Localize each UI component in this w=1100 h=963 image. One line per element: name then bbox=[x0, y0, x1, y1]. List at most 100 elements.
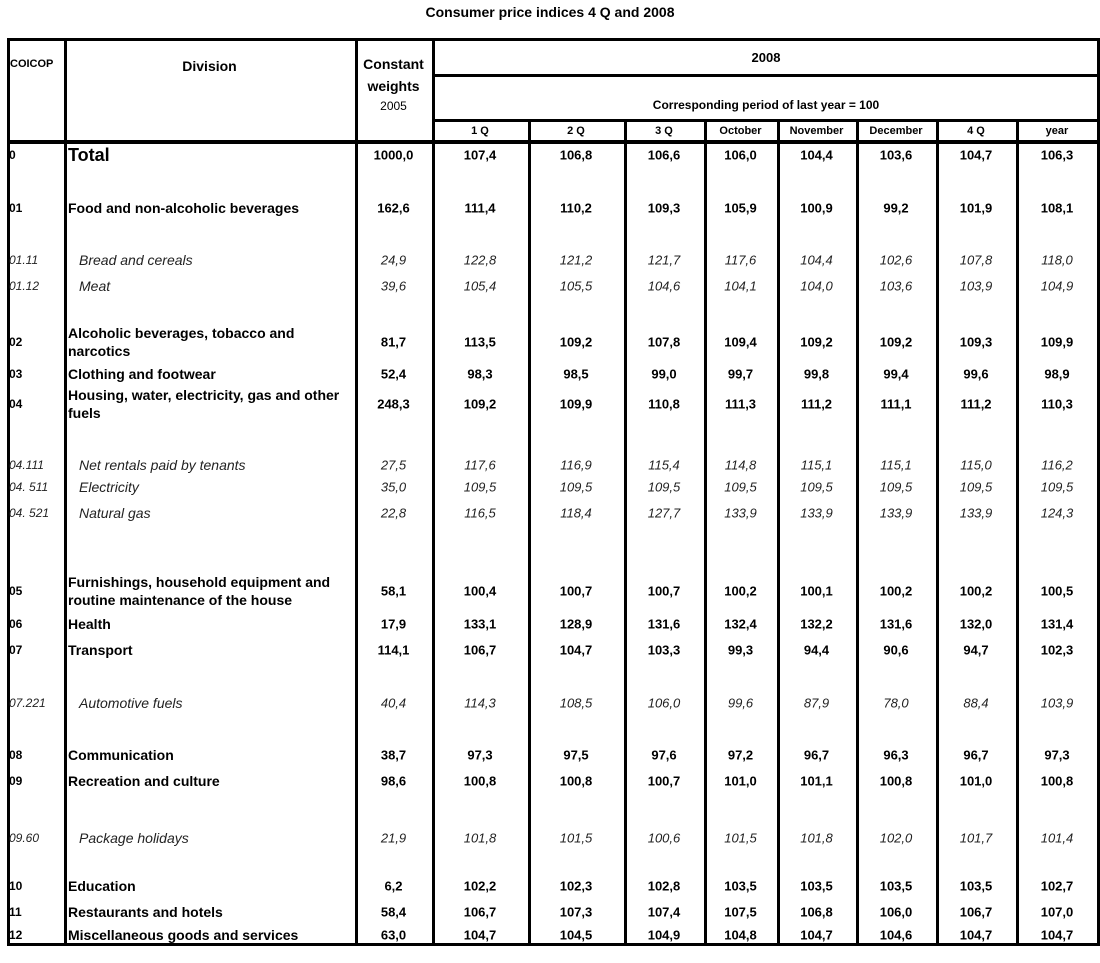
row-value: 99,6 bbox=[727, 695, 754, 711]
row-value: 131,4 bbox=[1040, 616, 1074, 632]
row-value: 109,4 bbox=[724, 334, 757, 350]
row-value: 103,5 bbox=[800, 878, 833, 894]
row-value: 117,6 bbox=[724, 252, 757, 268]
row-value: 102,8 bbox=[647, 878, 681, 894]
row-value: 104,7 bbox=[959, 147, 993, 163]
row-division: Recreation and culture bbox=[68, 773, 220, 789]
row-value: 100,8 bbox=[879, 773, 913, 789]
row-value: 100,9 bbox=[800, 200, 833, 216]
row-value: 101,5 bbox=[724, 830, 757, 846]
header-weights-2: weights bbox=[367, 78, 420, 94]
row-value: 107,8 bbox=[647, 334, 681, 350]
row-value: 109,5 bbox=[1040, 479, 1074, 495]
row-value: 109,5 bbox=[959, 479, 993, 495]
row-code: 01.12 bbox=[9, 279, 40, 293]
row-value: 113,5 bbox=[464, 334, 496, 350]
row-value: 101,9 bbox=[959, 200, 993, 216]
row-value: 100,8 bbox=[463, 773, 497, 789]
row-code: 09.60 bbox=[9, 831, 40, 845]
row-value: 104,7 bbox=[1040, 927, 1074, 943]
row-value: 101,5 bbox=[559, 830, 593, 846]
row-value: 122,8 bbox=[463, 252, 497, 268]
column-header: October bbox=[719, 125, 762, 137]
row-value: 114,3 bbox=[464, 695, 496, 711]
row-value: 104,6 bbox=[647, 278, 681, 294]
row-value: 104,7 bbox=[800, 927, 833, 943]
column-divider bbox=[936, 119, 939, 946]
row-value: 97,3 bbox=[467, 747, 493, 763]
row-code: 08 bbox=[9, 748, 23, 762]
column-divider bbox=[432, 38, 435, 946]
row-value: 99,0 bbox=[651, 366, 677, 382]
row-value: 100,5 bbox=[1040, 583, 1074, 599]
row-value: 102,6 bbox=[879, 252, 913, 268]
row-value: 101,8 bbox=[463, 830, 497, 846]
row-value: 103,5 bbox=[879, 878, 913, 894]
row-value: 107,4 bbox=[647, 904, 681, 920]
column-divider bbox=[856, 119, 859, 946]
row-value: 97,3 bbox=[1044, 747, 1070, 763]
row-value: 109,9 bbox=[559, 396, 593, 412]
row-division: Communication bbox=[68, 747, 174, 763]
row-value: 118,0 bbox=[1041, 252, 1073, 268]
row-value: 109,5 bbox=[463, 479, 497, 495]
header-divider bbox=[7, 140, 1100, 144]
row-weight: 6,2 bbox=[384, 878, 403, 894]
row-value: 115,4 bbox=[648, 457, 680, 473]
row-value: 109,2 bbox=[879, 334, 913, 350]
row-code: 11 bbox=[9, 905, 22, 919]
row-value: 121,7 bbox=[647, 252, 681, 268]
row-value: 99,7 bbox=[727, 366, 754, 382]
row-value: 107,8 bbox=[959, 252, 993, 268]
row-division: Bread and cereals bbox=[79, 252, 193, 268]
row-value: 103,6 bbox=[879, 147, 913, 163]
column-divider bbox=[7, 38, 10, 946]
row-value: 98,9 bbox=[1044, 366, 1070, 382]
row-weight: 114,1 bbox=[377, 642, 410, 658]
row-value: 100,1 bbox=[800, 583, 833, 599]
row-division: Health bbox=[68, 616, 111, 632]
row-value: 99,3 bbox=[727, 642, 754, 658]
row-weight: 58,4 bbox=[380, 904, 407, 920]
column-header: year bbox=[1045, 125, 1069, 137]
row-code: 04. 521 bbox=[9, 506, 50, 520]
row-code: 02 bbox=[9, 335, 23, 349]
row-value: 103,5 bbox=[959, 878, 993, 894]
row-value: 104,8 bbox=[724, 927, 757, 943]
row-value: 104,1 bbox=[724, 278, 757, 294]
row-value: 115,1 bbox=[880, 457, 912, 473]
row-value: 99,6 bbox=[963, 366, 989, 382]
row-value: 111,4 bbox=[464, 200, 496, 216]
row-value: 100,7 bbox=[647, 773, 681, 789]
row-weight: 38,7 bbox=[380, 747, 407, 763]
row-value: 99,8 bbox=[803, 366, 830, 382]
row-value: 101,7 bbox=[959, 830, 993, 846]
row-weight: 52,4 bbox=[380, 366, 407, 382]
row-code: 04.111 bbox=[9, 458, 44, 472]
row-weight: 39,6 bbox=[380, 278, 407, 294]
row-value: 106,0 bbox=[724, 147, 757, 163]
row-value: 106,8 bbox=[800, 904, 833, 920]
row-value: 108,5 bbox=[559, 695, 593, 711]
row-value: 99,2 bbox=[883, 200, 909, 216]
row-value: 98,3 bbox=[467, 366, 493, 382]
row-value: 110,3 bbox=[1041, 396, 1073, 412]
row-value: 107,3 bbox=[559, 904, 593, 920]
row-value: 104,0 bbox=[800, 278, 833, 294]
row-code: 05 bbox=[9, 584, 23, 598]
row-value: 109,9 bbox=[1040, 334, 1074, 350]
row-division: Net rentals paid by tenants bbox=[79, 457, 246, 473]
header-weights-3: 2005 bbox=[380, 99, 407, 113]
row-weight: 21,9 bbox=[380, 830, 407, 846]
row-value: 102,3 bbox=[559, 878, 593, 894]
row-value: 101,8 bbox=[800, 830, 833, 846]
row-division: Education bbox=[68, 878, 136, 894]
row-value: 101,0 bbox=[959, 773, 993, 789]
row-value: 98,5 bbox=[563, 366, 589, 382]
row-division: Miscellaneous goods and services bbox=[68, 927, 299, 943]
divider bbox=[432, 119, 1100, 122]
column-header: 3 Q bbox=[655, 125, 673, 137]
row-value: 109,5 bbox=[559, 479, 593, 495]
column-divider bbox=[64, 38, 67, 946]
row-value: 87,9 bbox=[803, 695, 830, 711]
